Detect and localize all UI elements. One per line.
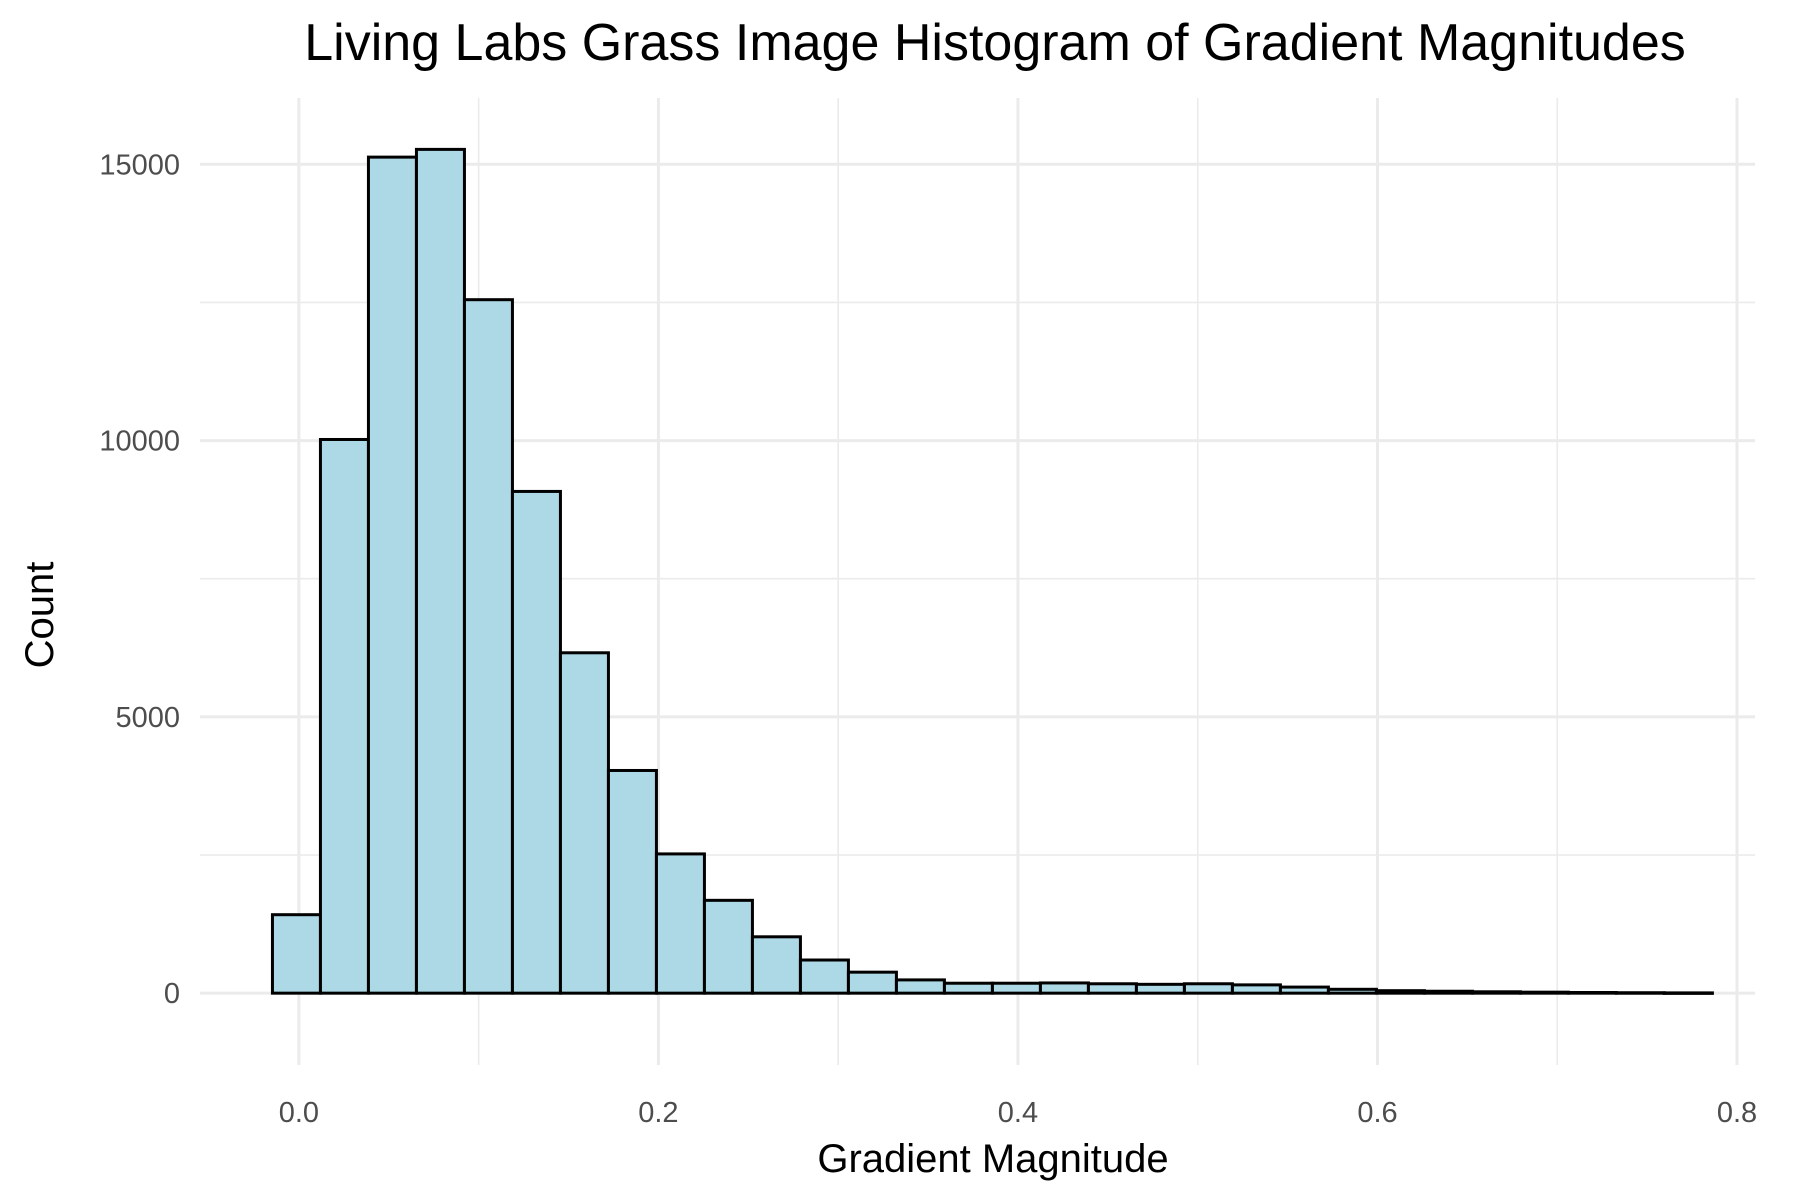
- histogram-bar: [558, 651, 610, 995]
- histogram-bar: [750, 935, 802, 995]
- x-tick-label: 0.2: [638, 1097, 678, 1129]
- histogram-bar: [462, 298, 514, 995]
- histogram-bar: [1374, 989, 1426, 995]
- histogram-bar: [1278, 985, 1330, 995]
- x-axis-tick-labels: 0.0 0.2 0.4 0.6 0.8: [279, 1097, 1757, 1129]
- histogram-bar: [1086, 982, 1138, 995]
- x-tick-label: 0.4: [998, 1097, 1038, 1129]
- histogram-bars: [270, 147, 1714, 995]
- x-tick-label: 0.0: [279, 1097, 319, 1129]
- histogram-bar: [366, 155, 418, 995]
- histogram-bar: [1182, 982, 1234, 995]
- histogram-bar: [318, 437, 370, 995]
- histogram-bar: [942, 981, 994, 995]
- histogram-bar: [990, 981, 1042, 995]
- histogram-bar: [846, 970, 898, 995]
- histogram-bar: [1134, 982, 1186, 995]
- y-tick-label: 5000: [115, 702, 180, 734]
- histogram-bar: [1566, 991, 1618, 995]
- y-axis-title: Count: [18, 562, 62, 669]
- histogram-bar: [414, 147, 466, 995]
- x-tick-label: 0.6: [1357, 1097, 1397, 1129]
- histogram-bar: [1422, 989, 1474, 995]
- histogram-bar: [654, 852, 706, 995]
- y-axis-tick-labels: 0 5000 10000 15000: [99, 149, 180, 1010]
- histogram-bar: [1614, 991, 1666, 995]
- histogram-bar: [1230, 983, 1282, 995]
- x-tick-label: 0.8: [1717, 1097, 1757, 1129]
- y-tick-label: 0: [164, 978, 180, 1010]
- chart-title: Living Labs Grass Image Histogram of Gra…: [304, 14, 1686, 72]
- x-axis-title: Gradient Magnitude: [817, 1137, 1168, 1181]
- histogram-bar: [510, 489, 562, 995]
- histogram-bar: [894, 978, 946, 995]
- y-tick-label: 10000: [99, 426, 180, 458]
- y-tick-label: 15000: [99, 149, 180, 181]
- histogram-bar: [798, 958, 850, 995]
- histogram-bar: [1326, 987, 1378, 995]
- histogram-bar: [1662, 991, 1714, 995]
- histogram-bar: [702, 898, 754, 995]
- histogram-bar: [1038, 981, 1090, 995]
- histogram-bar: [1518, 990, 1570, 995]
- histogram-bar: [270, 913, 322, 995]
- histogram-bar: [1470, 990, 1522, 995]
- histogram-bar: [606, 768, 658, 995]
